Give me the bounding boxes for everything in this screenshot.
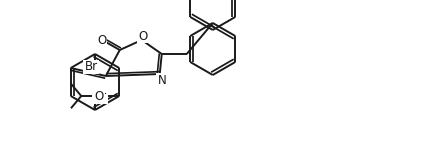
Text: N: N [157, 74, 166, 86]
Text: Br: Br [94, 90, 106, 104]
Text: Br: Br [85, 60, 97, 74]
Text: O: O [95, 90, 104, 102]
Text: O: O [138, 29, 148, 43]
Text: O: O [97, 33, 106, 47]
